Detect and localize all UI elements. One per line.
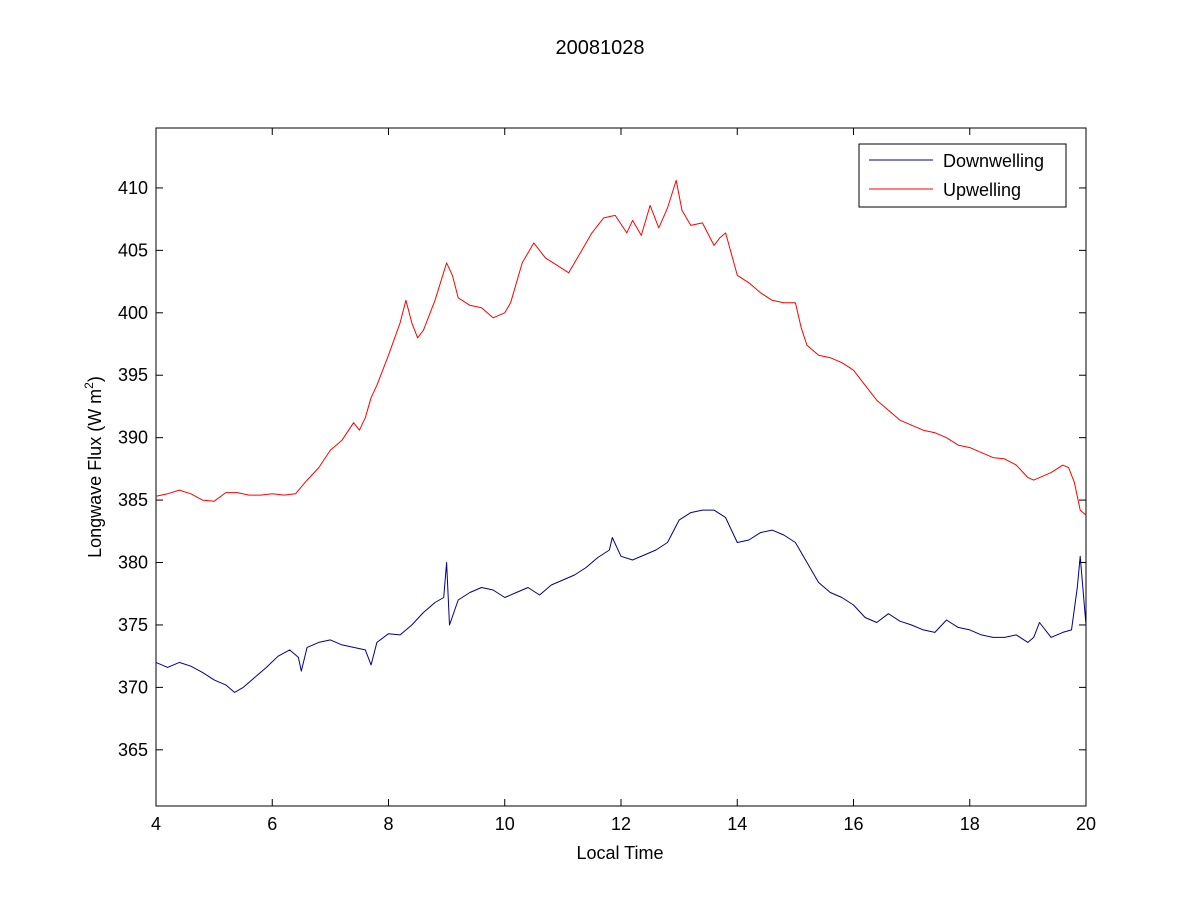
legend: Downwelling Upwelling [858,143,1067,208]
y-tick-label: 400 [118,303,148,323]
y-axis-label-close: ) [85,376,105,382]
y-tick-label: 375 [118,615,148,635]
y-tick-label: 380 [118,553,148,573]
y-tick-label: 405 [118,240,148,260]
series-line-downwelling [155,509,1087,693]
y-tick-label: 395 [118,365,148,385]
y-tick-label: 385 [118,490,148,510]
y-axis-ticks: 365 370 375 380 385 390 395 400 405 410 [118,178,1086,760]
y-tick-label: 365 [118,740,148,760]
x-axis-label: Local Time [576,843,663,863]
x-axis-ticks: 4 6 8 10 12 14 16 18 20 [151,128,1096,834]
x-tick-label: 6 [267,814,277,834]
plot-area: 4 6 8 10 12 14 16 18 20 365 370 375 380 385 390 395 400… [118,127,1096,834]
x-tick-label: 16 [843,814,863,834]
x-tick-label: 10 [495,814,515,834]
series-layer [155,179,1087,693]
x-tick-label: 14 [727,814,747,834]
y-axis-label-main: Longwave Flux (W m [85,389,105,558]
y-tick-label: 410 [118,178,148,198]
x-tick-label: 12 [611,814,631,834]
y-axis-label-sup: 2 [82,382,96,389]
y-tick-label: 390 [118,428,148,448]
series-line-upwelling [155,179,1087,516]
y-tick-label: 370 [118,677,148,697]
legend-label-downwelling: Downwelling [943,151,1044,171]
legend-label-upwelling: Upwelling [943,180,1021,200]
y-axis-label: Longwave Flux (W m2) [82,376,105,558]
plot-frame [155,127,1087,807]
x-tick-label: 18 [960,814,980,834]
chart-title: 20081028 [556,37,645,59]
x-tick-label: 8 [383,814,393,834]
x-tick-label: 4 [151,814,161,834]
x-tick-label: 20 [1076,814,1096,834]
legend-box [858,143,1067,208]
